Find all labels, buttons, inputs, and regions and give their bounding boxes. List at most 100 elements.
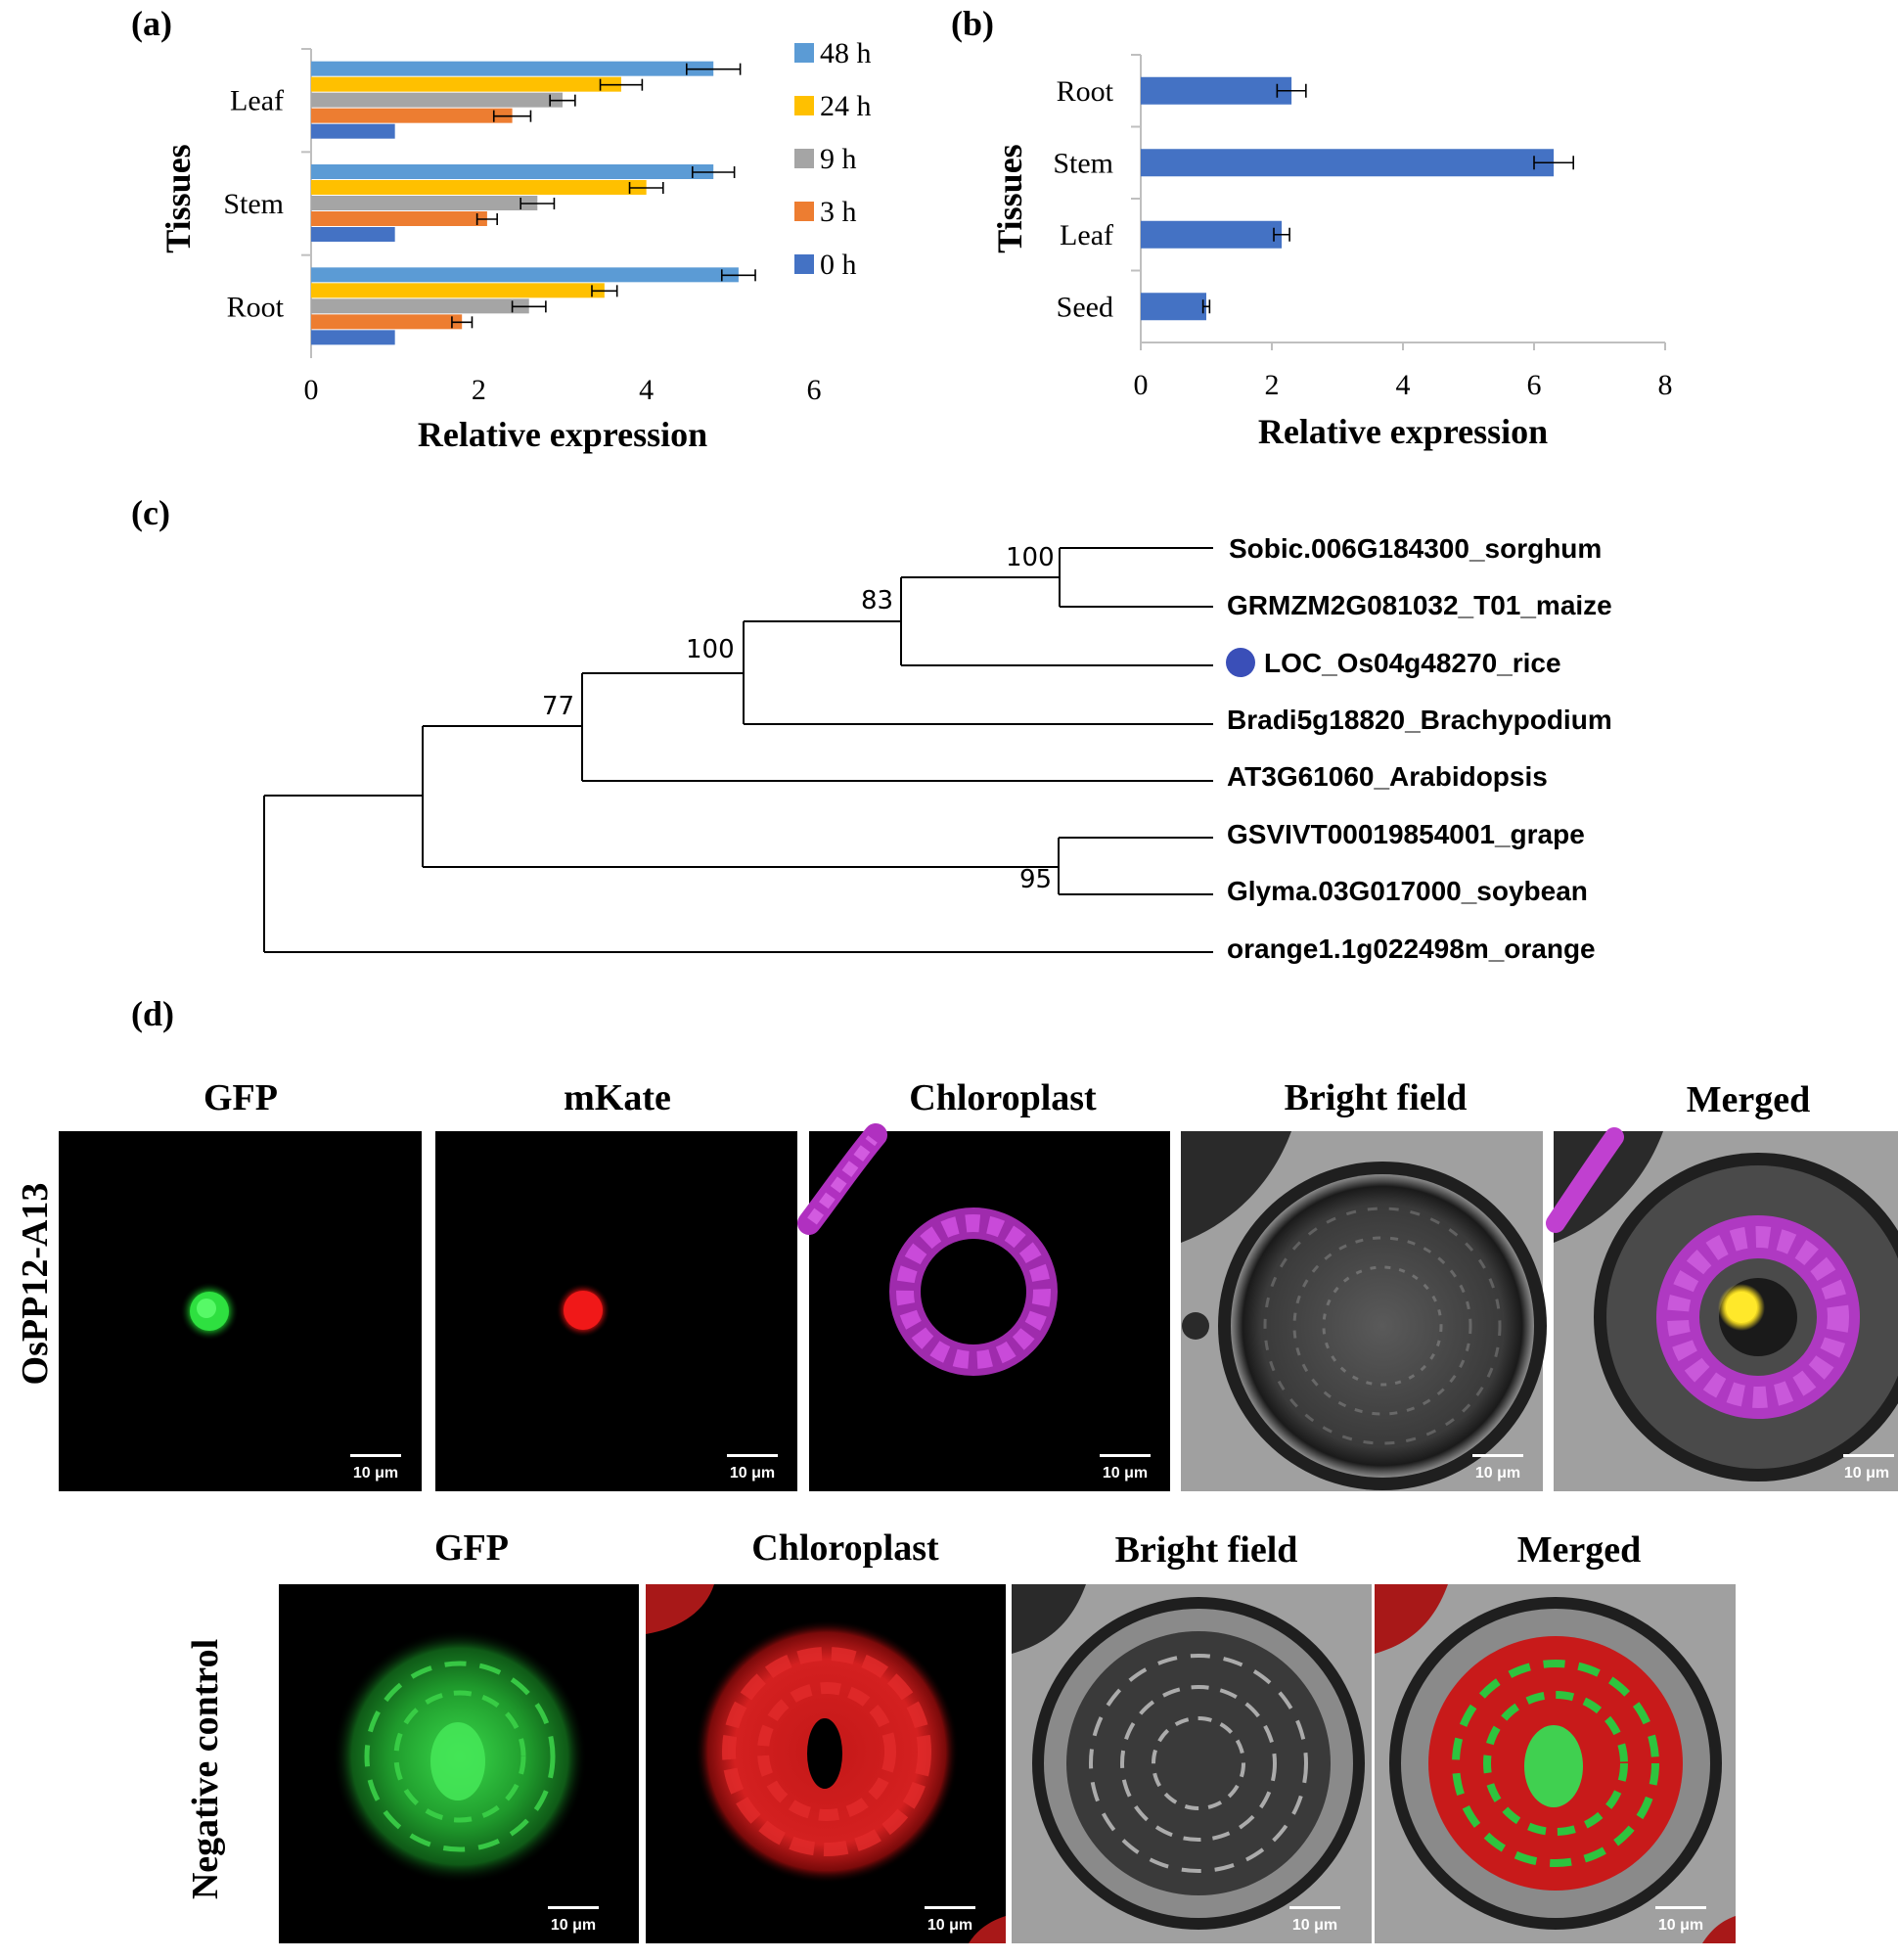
chart-b: Seed Leaf Stem Root 0 2 4 6 8 Relative expression… [990, 54, 1673, 451]
micrograph-title: Merged [1517, 1529, 1642, 1571]
panel-label-c: (c) [131, 493, 170, 532]
scale-bar-group: 10 μm 10 μm 10 μm 10 μm 10 μm [350, 1454, 1894, 1481]
micrograph-gfp [59, 1131, 422, 1491]
y-axis-title: Tissues [158, 144, 198, 252]
micrograph-title: GFP [434, 1527, 509, 1569]
legend-swatch [794, 149, 814, 168]
bar [311, 164, 714, 179]
legend-swatch [794, 96, 814, 115]
scale-bar-label: 10 μm [730, 1465, 775, 1481]
tree-leaf-label: Sobic.006G184300_sorghum [1229, 533, 1602, 564]
bar [311, 61, 714, 76]
y-tick-label: Seed [1057, 291, 1113, 323]
bar [1141, 293, 1206, 321]
panel-label-a: (a) [131, 4, 172, 43]
legend-swatch [794, 254, 814, 274]
y-axis-title: Tissues [990, 144, 1029, 252]
x-axis-title: Relative expression [1258, 412, 1548, 451]
scale-bar-label: 10 μm [353, 1465, 398, 1481]
panel-label-d: (d) [131, 994, 174, 1033]
bar [311, 180, 647, 195]
x-tick-label: 2 [472, 374, 486, 406]
y-tick-label: Stem [223, 188, 284, 220]
bar [1141, 149, 1555, 177]
legend-label: 9 h [820, 143, 857, 175]
legend-label: 0 h [820, 249, 857, 281]
y-tick-label: Stem [1053, 147, 1113, 179]
micrograph-title: Bright field [1285, 1077, 1468, 1118]
micrograph-merged-control [1375, 1584, 1736, 1943]
tree-leaf-label: orange1.1g022498m_orange [1227, 934, 1596, 964]
scale-bar-label: 10 μm [1658, 1917, 1703, 1934]
micrograph-title: Merged [1687, 1079, 1811, 1120]
x-tick-label: 6 [1527, 369, 1542, 401]
x-tick-label: 0 [304, 374, 319, 406]
bar [311, 330, 395, 345]
bar [311, 283, 605, 298]
bar [311, 227, 395, 242]
tree-leaf-label: GRMZM2G081032_T01_maize [1227, 590, 1612, 620]
micrograph-title: mKate [564, 1077, 671, 1118]
scale-bar-label: 10 μm [551, 1917, 596, 1934]
micrograph-title: Bright field [1115, 1529, 1298, 1571]
bootstrap-label: 100 [1006, 543, 1055, 572]
row-label-negative-control: Negative control [185, 1639, 226, 1899]
highlight-marker [1226, 648, 1255, 677]
y-tick-label: Root [1057, 75, 1114, 108]
legend-swatch [794, 43, 814, 63]
tree-leaf-label: GSVIVT00019854001_grape [1227, 819, 1585, 849]
scale-bar-label: 10 μm [927, 1917, 972, 1934]
micrograph-mkate [435, 1131, 797, 1491]
x-axis-title: Relative expression [418, 415, 707, 454]
x-tick-label: 8 [1658, 369, 1673, 401]
micrograph-merged [1546, 1127, 1898, 1491]
micrograph-title: Chloroplast [909, 1077, 1097, 1118]
panel-label-b: (b) [951, 4, 994, 43]
y-tick-label: Leaf [230, 85, 284, 117]
micrograph-bright-field-control [1012, 1584, 1372, 1943]
bar [311, 92, 563, 108]
bar [311, 76, 621, 92]
micrograph-bright-field [1181, 1131, 1547, 1491]
bootstrap-label: 100 [686, 635, 735, 664]
bootstrap-label: 83 [861, 586, 893, 615]
bar [311, 267, 739, 283]
tree-leaf-label: Bradi5g18820_Brachypodium [1227, 705, 1612, 735]
chart-a: Root Stem Leaf 0 2 4 6 Relative expression Tissu… [158, 37, 872, 454]
scale-bar-label: 10 μm [1292, 1917, 1337, 1934]
bar [311, 298, 529, 314]
x-tick-label: 4 [639, 374, 654, 406]
tree-leaf-label: AT3G61060_Arabidopsis [1227, 761, 1548, 792]
scale-bar-label: 10 μm [1844, 1465, 1889, 1481]
phylogenetic-tree [263, 547, 1213, 953]
y-tick-label: Root [227, 291, 285, 323]
legend-label: 48 h [820, 37, 872, 69]
tree-leaf-label: Glyma.03G017000_soybean [1227, 876, 1588, 906]
bar [311, 108, 513, 123]
micrograph-gfp-control [279, 1584, 639, 1943]
y-tick-label: Leaf [1060, 219, 1113, 251]
legend-label: 24 h [820, 90, 872, 122]
x-tick-label: 4 [1396, 369, 1411, 401]
legend-swatch [794, 202, 814, 221]
micrograph-title: Chloroplast [751, 1527, 939, 1569]
scale-bar-group: 10 μm 10 μm 10 μm 10 μm [548, 1906, 1706, 1934]
tree-leaf-label: LOC_Os04g48270_rice [1264, 648, 1561, 678]
scale-bar-label: 10 μm [1475, 1465, 1520, 1481]
bar [311, 211, 487, 226]
bar [1141, 220, 1283, 249]
micrograph-chloroplast [797, 1123, 1170, 1491]
scale-bar-label: 10 μm [1103, 1465, 1148, 1481]
bootstrap-label: 95 [1019, 865, 1052, 894]
bootstrap-label: 77 [542, 692, 574, 721]
x-tick-label: 6 [807, 374, 822, 406]
bar [311, 123, 395, 139]
legend-label: 3 h [820, 196, 857, 228]
micrograph-chloroplast-control [646, 1584, 1006, 1943]
bar [311, 314, 463, 330]
x-tick-label: 0 [1134, 369, 1149, 401]
bar [311, 196, 538, 210]
x-tick-label: 2 [1265, 369, 1280, 401]
